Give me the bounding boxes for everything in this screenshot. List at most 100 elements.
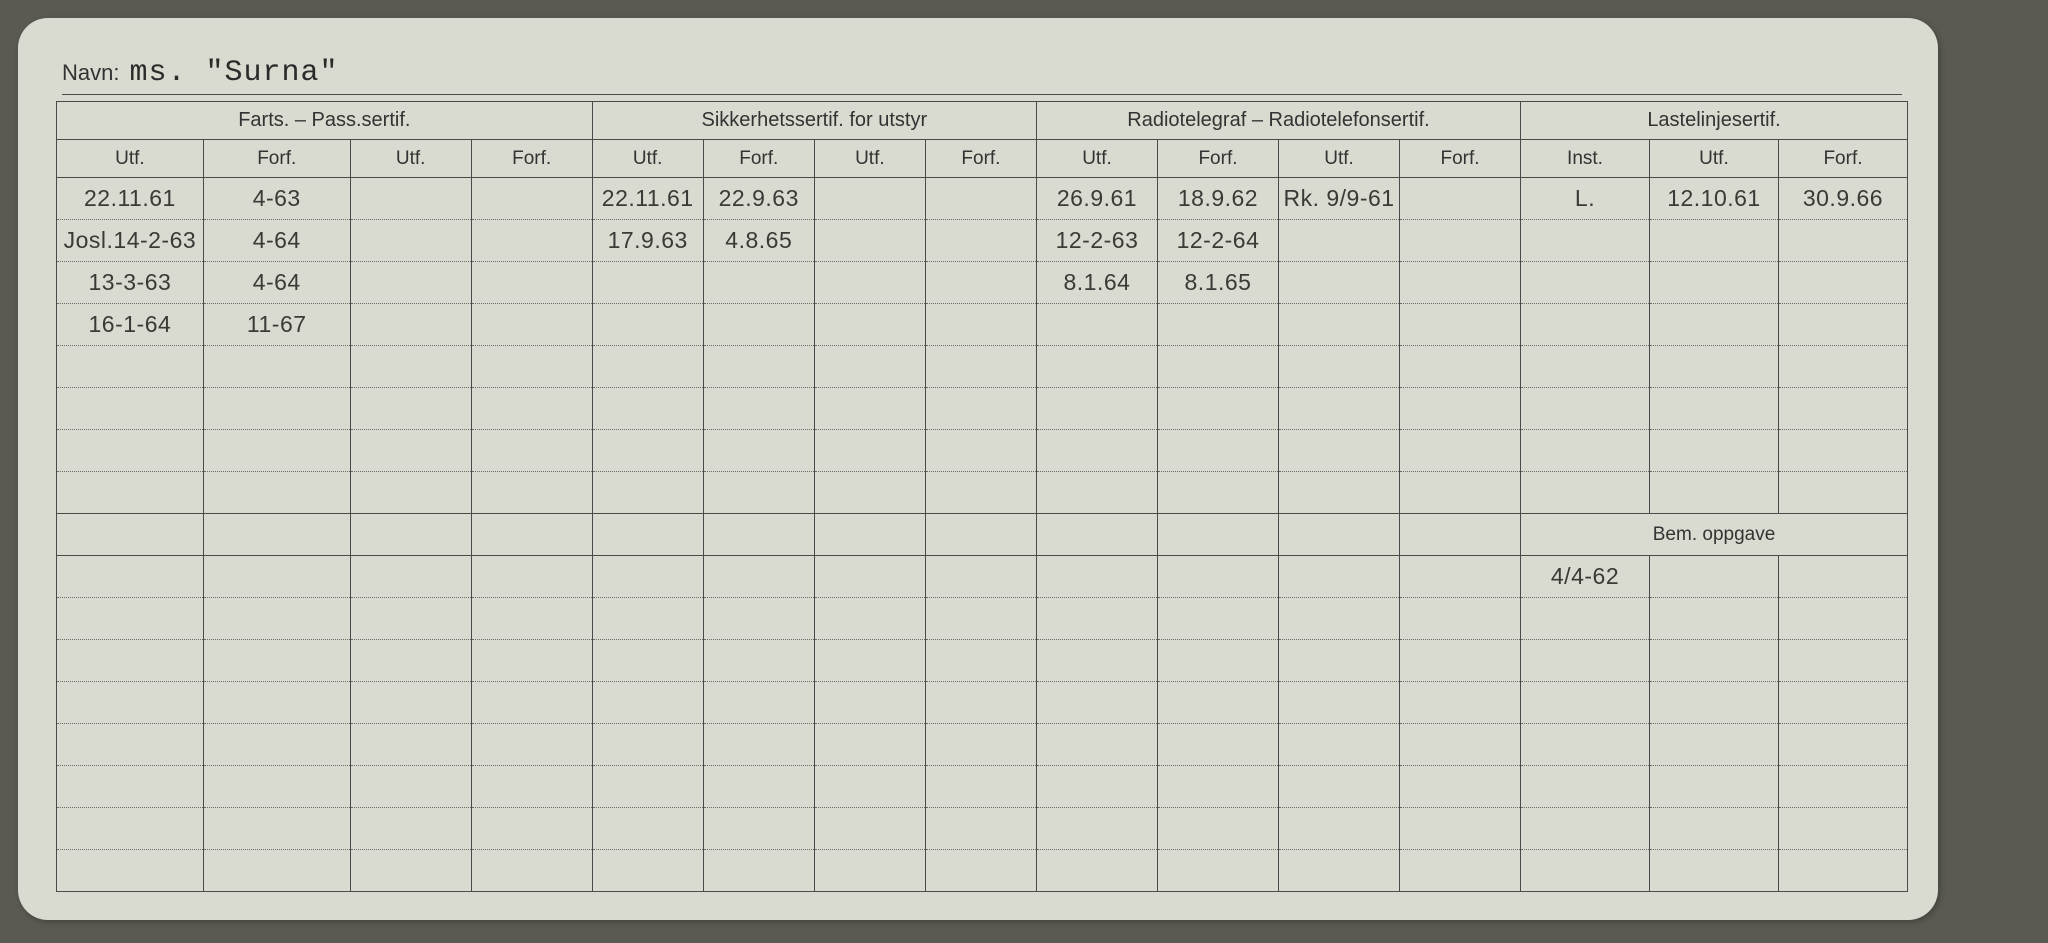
table-row: 4/4-62 <box>57 556 1908 598</box>
cell-empty <box>1400 346 1521 388</box>
cell-value: L. <box>1521 178 1650 220</box>
cell-empty <box>1778 850 1907 892</box>
cell-empty <box>1157 766 1278 808</box>
cell-empty <box>1649 388 1778 430</box>
cell-empty <box>57 850 204 892</box>
cell-empty <box>1279 430 1400 472</box>
cell-empty <box>1036 430 1157 472</box>
cell-empty <box>471 808 592 850</box>
cell-empty <box>1778 598 1907 640</box>
cell-empty <box>1036 766 1157 808</box>
cell-value: 26.9.61 <box>1036 178 1157 220</box>
cell-empty <box>1649 640 1778 682</box>
cell-empty <box>1036 346 1157 388</box>
cell-empty <box>1400 304 1521 346</box>
table-row <box>57 850 1908 892</box>
cell-empty <box>1778 766 1907 808</box>
col-utf: Utf. <box>1649 140 1778 178</box>
cell-empty <box>1400 640 1521 682</box>
cell-empty <box>1521 472 1650 514</box>
cell-empty <box>925 430 1036 472</box>
cell-empty <box>471 766 592 808</box>
cell-empty <box>1157 388 1278 430</box>
cell-empty <box>203 808 350 850</box>
col-utf: Utf. <box>1279 140 1400 178</box>
cell-empty <box>925 178 1036 220</box>
cell-empty <box>925 556 1036 598</box>
cell-empty <box>57 556 204 598</box>
cell-empty <box>925 304 1036 346</box>
table-row: 16-1-6411-67 <box>57 304 1908 346</box>
cell-empty <box>471 430 592 472</box>
cell-empty <box>471 514 592 556</box>
cell-empty <box>1649 724 1778 766</box>
cell-empty <box>814 262 925 304</box>
cell-empty <box>1279 682 1400 724</box>
cell-empty <box>703 598 814 640</box>
cell-empty <box>703 430 814 472</box>
cell-empty <box>1036 640 1157 682</box>
cell-empty <box>814 724 925 766</box>
cell-empty <box>925 682 1036 724</box>
cell-empty <box>471 556 592 598</box>
cell-value: Rk. 9/9-61 <box>1279 178 1400 220</box>
cell-empty <box>1157 472 1278 514</box>
cell-empty <box>1157 640 1278 682</box>
cell-empty <box>592 556 703 598</box>
cell-value: 8.1.65 <box>1157 262 1278 304</box>
cell-empty <box>203 556 350 598</box>
cell-empty <box>703 262 814 304</box>
cell-empty <box>1778 724 1907 766</box>
table-row <box>57 472 1908 514</box>
cell-empty <box>471 472 592 514</box>
cell-empty <box>1157 346 1278 388</box>
cell-empty <box>350 724 471 766</box>
cell-empty <box>1521 598 1650 640</box>
cell-empty <box>203 598 350 640</box>
cell-empty <box>592 262 703 304</box>
navn-line: Navn: ms. "Surna" <box>62 56 1902 95</box>
cell-empty <box>1521 766 1650 808</box>
table-row <box>57 346 1908 388</box>
cell-empty <box>814 598 925 640</box>
cell-empty <box>1279 220 1400 262</box>
cell-empty <box>1157 556 1278 598</box>
cell-empty <box>1778 430 1907 472</box>
cell-empty <box>1036 724 1157 766</box>
cell-empty <box>1649 556 1778 598</box>
cell-empty <box>1279 766 1400 808</box>
cell-empty <box>471 262 592 304</box>
cell-empty <box>1036 556 1157 598</box>
cell-empty <box>471 640 592 682</box>
cell-empty <box>592 472 703 514</box>
cell-empty <box>203 850 350 892</box>
col-forf: Forf. <box>925 140 1036 178</box>
cell-empty <box>925 262 1036 304</box>
cell-empty <box>1157 808 1278 850</box>
cell-empty <box>203 430 350 472</box>
cell-empty <box>1400 262 1521 304</box>
cell-empty <box>1521 850 1650 892</box>
bem-label: Bem. oppgave <box>1521 514 1908 556</box>
cell-empty <box>925 808 1036 850</box>
col-forf: Forf. <box>471 140 592 178</box>
cell-empty <box>1279 346 1400 388</box>
cell-empty <box>1036 682 1157 724</box>
cell-empty <box>1157 514 1278 556</box>
cell-value: 11-67 <box>203 304 350 346</box>
cell-empty <box>471 220 592 262</box>
cell-empty <box>703 640 814 682</box>
table-row <box>57 808 1908 850</box>
col-forf: Forf. <box>703 140 814 178</box>
table-row <box>57 766 1908 808</box>
cell-empty <box>814 346 925 388</box>
cell-empty <box>592 766 703 808</box>
cell-empty <box>1279 388 1400 430</box>
table-row: Josl.14-2-634-6417.9.634.8.6512-2-6312-2… <box>57 220 1908 262</box>
cell-empty <box>592 598 703 640</box>
table-row: 13-3-634-648.1.648.1.65 <box>57 262 1908 304</box>
cell-value: Josl.14-2-63 <box>57 220 204 262</box>
cell-empty <box>925 724 1036 766</box>
cell-empty <box>925 598 1036 640</box>
bem-header-row: Bem. oppgave <box>57 514 1908 556</box>
